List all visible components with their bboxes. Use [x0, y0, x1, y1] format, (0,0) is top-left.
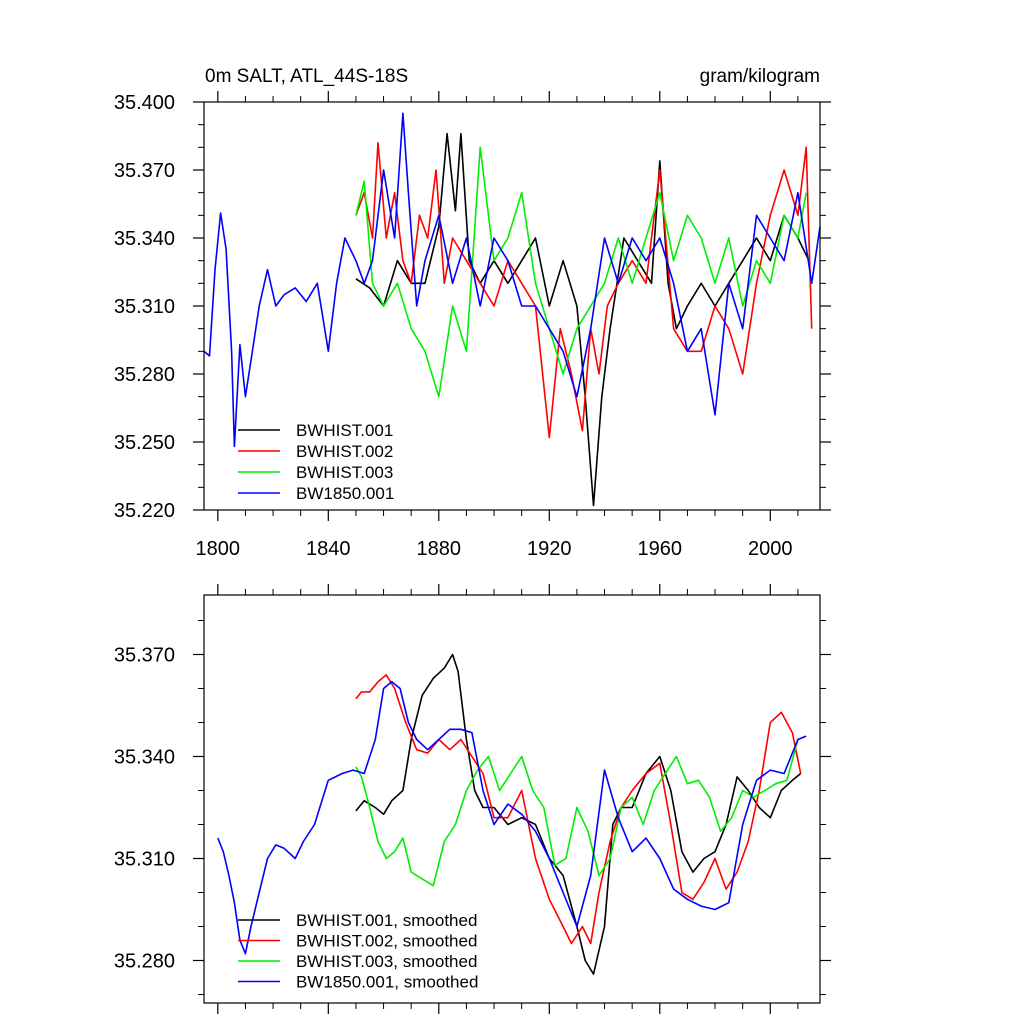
- bottom-panel-lines: [217, 653, 807, 975]
- series-line-bw1850-001: [203, 112, 821, 448]
- series-line-bwhist-002-smoothed: [355, 674, 802, 945]
- series-line-bwhist-002: [355, 142, 813, 439]
- legend-label: BWHIST.001: [296, 421, 393, 440]
- series-line-bwhist-003-smoothed: [355, 739, 799, 887]
- legend-label: BWHIST.002: [296, 442, 393, 461]
- y-tick-label: 35.310: [114, 849, 175, 871]
- y-tick-label: 35.220: [114, 500, 175, 522]
- y-tick-label: 35.370: [114, 645, 175, 667]
- legend-label: BW1850.001: [296, 484, 394, 503]
- series-line-bwhist-003: [355, 146, 807, 398]
- bottom-panel-legend: BWHIST.001, smoothed BWHIST.002, smoothed…: [238, 911, 478, 992]
- legend-label: BWHIST.003, smoothed: [296, 952, 477, 971]
- legend-label: BWHIST.002, smoothed: [296, 932, 477, 951]
- bottom-panel: 35.280 35.310 35.340 35.370 BWHIST.001, smo…: [114, 584, 831, 1014]
- series-line-bw1850-001-smoothed: [217, 680, 807, 955]
- y-tick-label: 35.400: [114, 92, 175, 114]
- y-tick-label: 35.340: [114, 228, 175, 250]
- x-tick-label: 1840: [306, 538, 351, 560]
- y-tick-label: 35.250: [114, 432, 175, 454]
- top-panel-lines: [203, 112, 821, 507]
- x-tick-label: 1920: [527, 538, 572, 560]
- x-tick-label: 1960: [638, 538, 683, 560]
- x-tick-label: 2000: [748, 538, 793, 560]
- y-tick-label: 35.340: [114, 747, 175, 769]
- x-tick-label: 1800: [196, 538, 241, 560]
- top-panel: 0m SALT, ATL_44S-18S gram/kilogram 1800 1…: [114, 66, 831, 560]
- top-panel-ticks: 1800 1840 1880 1920 1960 2000 35.220 35.250 35.2…: [114, 91, 831, 560]
- y-tick-label: 35.370: [114, 160, 175, 182]
- top-panel-legend: BWHIST.001 BWHIST.002 BWHIST.003 BW1850.001: [238, 421, 394, 503]
- bottom-panel-ticks: 35.280 35.310 35.340 35.370: [114, 584, 831, 1014]
- top-panel-title: 0m SALT, ATL_44S-18S: [205, 66, 408, 87]
- bottom-panel-frame: [203, 594, 821, 1004]
- top-panel-units: gram/kilogram: [700, 66, 820, 87]
- y-tick-label: 35.310: [114, 296, 175, 318]
- legend-label: BWHIST.001, smoothed: [296, 911, 477, 930]
- x-tick-label: 1880: [417, 538, 462, 560]
- y-tick-label: 35.280: [114, 364, 175, 386]
- legend-label: BWHIST.003: [296, 463, 393, 482]
- legend-label: BW1850.001, smoothed: [296, 973, 478, 992]
- y-tick-label: 35.280: [114, 951, 175, 973]
